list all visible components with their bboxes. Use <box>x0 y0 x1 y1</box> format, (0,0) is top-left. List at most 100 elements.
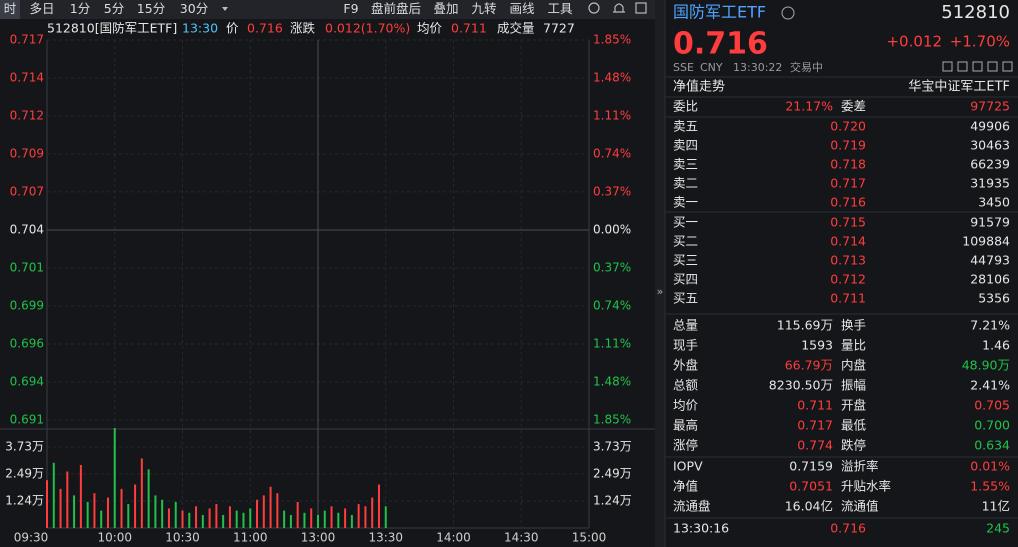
volume-label: 成交量 <box>497 21 535 36</box>
splitter[interactable] <box>655 0 665 547</box>
stat-label: 最高 <box>673 418 698 433</box>
stat-value: 0.634 <box>974 438 1010 453</box>
book-price: 0.720 <box>830 119 866 134</box>
tool-button[interactable]: 画线 <box>509 1 535 16</box>
book-price: 0.719 <box>830 138 866 153</box>
book-volume: 91579 <box>970 215 1010 230</box>
volume-bar <box>317 514 319 528</box>
y-tick-label: 0.691 <box>10 413 44 427</box>
trade-price: 0.716 <box>830 521 866 536</box>
period-tab[interactable]: 5分 <box>104 1 124 16</box>
volume-bar <box>337 512 340 528</box>
expand-arrow[interactable]: » <box>657 285 664 298</box>
volume-bar <box>86 501 89 528</box>
stat-value: 16.04亿 <box>785 499 833 514</box>
y-tick-label: 0.701 <box>10 260 44 274</box>
y2-tick-label: 0.74% <box>593 299 631 313</box>
price: 0.716 <box>247 21 283 36</box>
ratio-value: 21.17% <box>785 99 833 114</box>
quote-code: 512810 <box>941 2 1010 23</box>
tool-button[interactable]: 盘前盘后 <box>371 1 421 16</box>
stat-value: 1.55% <box>970 479 1010 494</box>
alert-icon[interactable] <box>613 3 625 13</box>
volume-bar <box>344 508 347 528</box>
stat-value: 0.01% <box>970 459 1010 474</box>
volume-bar <box>222 514 225 528</box>
tab[interactable]: 净值走势 <box>673 79 725 95</box>
stat-label: 净值 <box>673 479 698 494</box>
edit-icon[interactable] <box>957 61 968 72</box>
y2-tick-label: 1.48% <box>593 375 631 389</box>
book-price: 0.714 <box>830 234 866 249</box>
book-volume: 109884 <box>962 234 1010 249</box>
share-icon[interactable] <box>972 61 983 72</box>
stat-value: 66.79万 <box>785 358 833 373</box>
y-tick-label: 0.694 <box>10 375 44 389</box>
stat-label: 升贴水率 <box>841 479 891 494</box>
quote-time: 13:30:22 <box>733 61 782 74</box>
y-tick-label: 0.707 <box>10 184 44 198</box>
tool-button[interactable]: 工具 <box>547 1 573 16</box>
stat-label: 量比 <box>841 338 866 353</box>
volume-bar <box>357 504 360 528</box>
volume-bar <box>303 512 306 528</box>
book-volume: 3450 <box>978 195 1010 210</box>
volume-bar <box>296 501 299 528</box>
edit-icon[interactable] <box>942 61 953 72</box>
book-price: 0.718 <box>830 157 866 172</box>
period-tab[interactable]: 15分 <box>137 1 165 16</box>
x-tick-label: 15:00 <box>572 531 607 545</box>
tab[interactable]: 华宝中证军工ETF <box>908 80 1010 95</box>
tool-button[interactable]: F9 <box>343 1 358 16</box>
period-tab[interactable]: 1分 <box>70 1 90 16</box>
price-label: 价 <box>226 21 239 36</box>
stat-label: 现手 <box>673 338 698 353</box>
volume-bar <box>371 497 374 528</box>
book-label: 卖二 <box>673 176 698 191</box>
stat-label: 外盘 <box>673 358 698 373</box>
x-tick-label: 10:00 <box>97 531 132 545</box>
stat-label: 振幅 <box>841 378 866 393</box>
volume-bar <box>154 495 157 528</box>
y2-tick-label: 1.11% <box>593 109 631 123</box>
volume-bar <box>289 514 292 528</box>
y-tick-label: 0.712 <box>10 109 44 123</box>
currency: CNY <box>700 61 723 74</box>
x-tick-label: 09:30 <box>14 531 49 545</box>
book-volume: 5356 <box>978 291 1010 306</box>
x-tick-label: 13:00 <box>301 531 336 545</box>
volume-bar <box>52 462 55 528</box>
volume-bar <box>79 464 82 528</box>
book-price: 0.717 <box>830 176 866 191</box>
info-icon[interactable] <box>781 6 795 20</box>
tool-button[interactable]: 九转 <box>471 1 496 16</box>
exchange: SSE <box>673 61 694 74</box>
volume-bar <box>181 510 184 528</box>
stat-value: 0.7159 <box>789 459 833 474</box>
x-tick-label: 13:30 <box>368 531 403 545</box>
share-icon[interactable] <box>987 61 998 72</box>
volume-bar <box>147 469 150 528</box>
stat-value: 0.705 <box>974 398 1010 413</box>
volume-bar <box>310 508 313 528</box>
tool-button[interactable]: 叠加 <box>433 1 458 16</box>
stat-label: 溢折率 <box>841 459 879 474</box>
period-tab[interactable]: 时 <box>4 1 17 16</box>
add-icon[interactable] <box>1002 61 1013 72</box>
stat-label: 流通值 <box>841 499 879 514</box>
period-tab[interactable]: 30分 <box>180 1 208 16</box>
volume-bar <box>384 506 387 528</box>
stat-value: 0.700 <box>974 418 1010 433</box>
volume-bar <box>323 510 326 528</box>
period-tab[interactable]: 多日 <box>29 1 54 16</box>
trade-volume: 245 <box>986 521 1010 536</box>
settings-icon[interactable] <box>588 2 600 14</box>
book-volume: 31935 <box>970 176 1010 191</box>
stat-value: 48.90万 <box>962 358 1010 373</box>
book-label: 卖五 <box>673 119 698 134</box>
book-price: 0.711 <box>830 291 866 306</box>
dropdown-icon[interactable] <box>222 7 228 11</box>
window-icon[interactable] <box>635 2 647 14</box>
